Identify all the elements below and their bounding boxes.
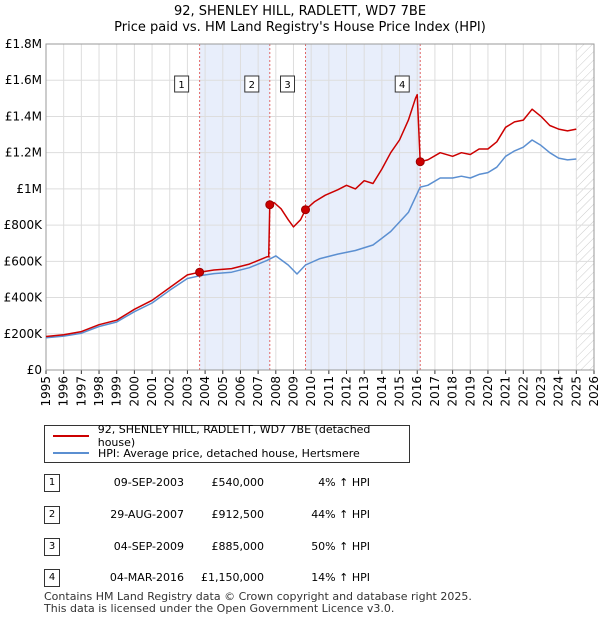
ownership-period-shade [199, 44, 270, 370]
sale-number-badge: 2 [44, 506, 60, 524]
x-tick-label: 2007 [251, 376, 265, 407]
x-tick-label: 2006 [233, 376, 247, 407]
legend-entry-hpi: HPI: Average price, detached house, Hert… [53, 445, 360, 461]
sale-hpi-diff: 50% ↑ HPI [311, 540, 370, 553]
y-tick-label: £600K [4, 254, 44, 268]
x-tick-label: 2019 [463, 376, 477, 407]
sale-label-number: 4 [399, 80, 405, 91]
x-tick-label: 2020 [481, 376, 495, 407]
y-tick-label: £0 [27, 363, 42, 377]
sale-number-badge: 1 [44, 474, 60, 492]
footer-copyright: Contains HM Land Registry data © Crown c… [44, 590, 472, 603]
sale-row: 2 29-AUG-2007 £912,500 44% ↑ HPI [44, 506, 384, 526]
sale-price: £1,150,000 [201, 571, 264, 584]
chart-title-subtitle: Price paid vs. HM Land Registry's House … [114, 20, 486, 35]
price-chart: £0 £200K £400K £600K £800K £1M £1.2M £1.4M £1.6M… [4, 37, 600, 407]
x-tick-label: 2024 [552, 376, 566, 407]
x-tick-label: 2011 [322, 376, 336, 407]
x-tick-label: 2008 [269, 376, 283, 407]
sale-point-marker [415, 157, 425, 167]
sale-date: 04-MAR-2016 [109, 571, 184, 584]
sale-number-badge: 3 [44, 538, 60, 556]
x-tick-label: 1998 [92, 376, 106, 407]
sale-row: 4 04-MAR-2016 £1,150,000 14% ↑ HPI [44, 569, 384, 589]
x-tick-label: 2005 [216, 376, 230, 407]
x-tick-label: 2022 [516, 376, 530, 407]
series-line-hpi [45, 139, 577, 339]
legend-label-hpi: HPI: Average price, detached house, Hert… [98, 446, 360, 460]
x-tick-label: 2017 [428, 376, 442, 407]
x-tick-label: 2002 [163, 376, 177, 407]
x-tick-label: 1999 [110, 376, 124, 407]
legend-entry-property: 92, SHENLEY HILL, RADLETT, WD7 7BE (deta… [53, 423, 409, 449]
sale-hpi-diff: 14% ↑ HPI [311, 571, 370, 584]
x-tick-label: 1997 [74, 376, 88, 407]
sale-label-number: 3 [284, 80, 290, 91]
sale-point-marker [265, 200, 275, 210]
footer-licence: This data is licensed under the Open Gov… [44, 602, 395, 615]
x-tick-label: 2004 [198, 376, 212, 407]
x-tick-label: 2015 [393, 376, 407, 407]
x-tick-label: 2012 [340, 376, 354, 407]
ownership-period-shade [305, 44, 421, 370]
y-tick-label: £1.4M [5, 109, 42, 123]
x-tick-label: 2026 [587, 376, 600, 407]
x-tick-label: 2021 [499, 376, 513, 407]
x-tick-label: 2009 [286, 376, 300, 407]
x-tick-label: 2025 [569, 376, 583, 407]
sale-number-badge: 4 [44, 569, 60, 587]
y-tick-label: £1.2M [5, 146, 42, 160]
sale-hpi-diff: 44% ↑ HPI [311, 508, 370, 521]
legend-swatch-property [53, 435, 89, 437]
sale-label-number: 1 [178, 80, 184, 91]
sale-row: 1 09-SEP-2003 £540,000 4% ↑ HPI [44, 474, 384, 494]
x-tick-label: 2001 [145, 376, 159, 407]
sale-price: £885,000 [211, 540, 265, 553]
x-tick-label: 2014 [375, 376, 389, 407]
x-tick-label: 1996 [57, 376, 71, 407]
sale-label-box [394, 75, 410, 93]
sale-row: 3 04-SEP-2009 £885,000 50% ↑ HPI [44, 538, 384, 558]
sale-price: £540,000 [211, 476, 265, 489]
y-tick-label: £200K [4, 327, 44, 341]
legend-label-property: 92, SHENLEY HILL, RADLETT, WD7 7BE (deta… [97, 423, 371, 449]
x-tick-label: 2000 [127, 376, 141, 407]
x-tick-label: 2003 [180, 376, 194, 407]
sale-point-marker [195, 267, 205, 277]
sale-label-box [280, 75, 296, 93]
plot-border [45, 43, 595, 371]
y-tick-label: £1.8M [5, 37, 42, 51]
sale-hpi-diff: 4% ↑ HPI [318, 476, 370, 489]
legend-swatch-hpi [53, 452, 89, 454]
sale-label-number: 2 [249, 80, 255, 91]
x-tick-label: 1995 [39, 376, 53, 407]
y-tick-label: £400K [4, 291, 44, 305]
y-tick-label: £800K [4, 218, 44, 232]
chart-title-address: 92, SHENLEY HILL, RADLETT, WD7 7BE [173, 4, 427, 19]
future-forecast-region [576, 44, 594, 370]
sale-point-marker [301, 205, 311, 215]
x-tick-label: 2010 [304, 376, 318, 407]
y-tick-label: £1M [16, 182, 42, 196]
sale-date: 29-AUG-2007 [110, 508, 184, 521]
sale-label-box [174, 75, 190, 93]
x-tick-label: 2013 [357, 376, 371, 407]
sale-label-box [244, 75, 260, 93]
x-tick-label: 2016 [410, 376, 424, 407]
chart-legend: 92, SHENLEY HILL, RADLETT, WD7 7BE (deta… [44, 423, 410, 463]
sale-date: 04-SEP-2009 [113, 540, 184, 553]
x-tick-label: 2018 [446, 376, 460, 407]
sale-date: 09-SEP-2003 [113, 476, 184, 489]
y-tick-label: £1.6M [5, 73, 42, 87]
sale-price: £912,500 [211, 508, 265, 521]
x-tick-label: 2023 [534, 376, 548, 407]
